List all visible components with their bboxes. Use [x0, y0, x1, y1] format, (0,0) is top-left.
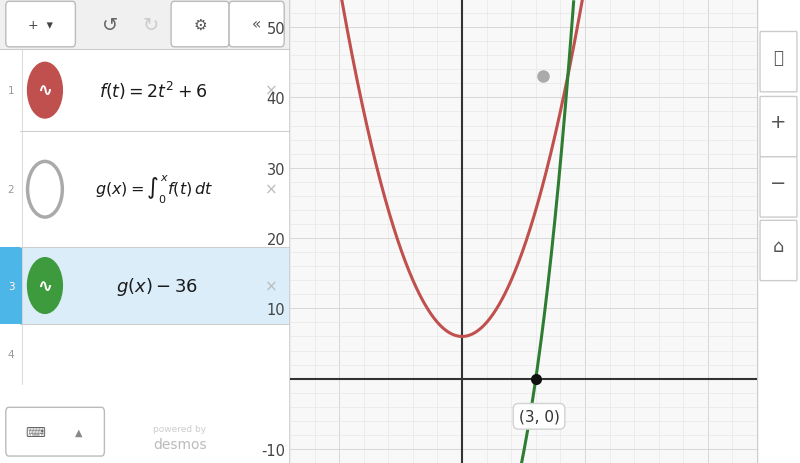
FancyBboxPatch shape [760, 157, 797, 218]
Text: ⌨: ⌨ [25, 425, 45, 439]
Circle shape [27, 63, 62, 119]
Text: ×: × [265, 182, 278, 197]
Text: ⚙: ⚙ [194, 18, 207, 32]
Text: −: − [770, 174, 786, 192]
FancyBboxPatch shape [6, 2, 75, 48]
Circle shape [27, 258, 62, 314]
Text: ⌂: ⌂ [773, 238, 784, 255]
FancyBboxPatch shape [760, 32, 797, 93]
FancyBboxPatch shape [6, 407, 104, 456]
FancyBboxPatch shape [229, 2, 284, 48]
Text: ×: × [265, 83, 278, 99]
FancyBboxPatch shape [760, 221, 797, 281]
Text: 🔧: 🔧 [774, 49, 783, 67]
Text: ↺: ↺ [102, 16, 118, 34]
Text: $f(t) = 2t^2 + 6$: $f(t) = 2t^2 + 6$ [99, 80, 208, 102]
Text: $g(x) - 36$: $g(x) - 36$ [116, 275, 198, 297]
Text: 4: 4 [8, 349, 14, 359]
Text: ∿: ∿ [38, 277, 53, 295]
Text: 3: 3 [8, 281, 14, 291]
FancyBboxPatch shape [171, 2, 229, 48]
Text: +  ▾: + ▾ [28, 19, 53, 31]
Bar [22, 248, 290, 324]
Text: (3, 0): (3, 0) [518, 409, 559, 424]
Text: desmos: desmos [153, 437, 206, 450]
Text: 3: 3 [8, 281, 14, 291]
Text: 2: 2 [8, 185, 14, 195]
Circle shape [27, 162, 62, 218]
Text: «: « [252, 18, 262, 32]
Text: $g(x) = \int_0^x f(t)\,dt$: $g(x) = \int_0^x f(t)\,dt$ [94, 174, 213, 206]
Bar [0, 248, 22, 324]
Text: +: + [770, 113, 786, 132]
Text: ▲: ▲ [74, 427, 82, 437]
Bar [0, 0, 290, 50]
Text: powered by: powered by [154, 424, 206, 433]
Text: ↻: ↻ [142, 16, 159, 34]
Text: ×: × [265, 278, 278, 294]
FancyBboxPatch shape [760, 97, 797, 157]
Text: ∿: ∿ [38, 82, 53, 100]
Text: 1: 1 [8, 86, 14, 96]
